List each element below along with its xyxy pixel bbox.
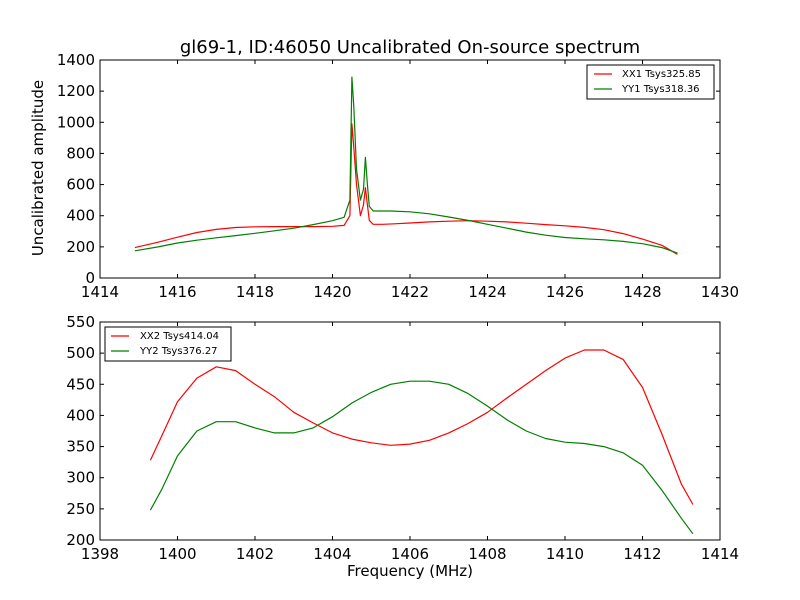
top-ytick-label: 200 (66, 238, 95, 256)
bottom-ytick-label: 400 (66, 406, 95, 424)
top-xtick-label: 1422 (391, 283, 429, 301)
top-xtick-label: 1420 (313, 283, 351, 301)
bottom-series-line-1 (149, 349, 694, 505)
bottom-legend-label-yy2: YY2 Tsys376.27 (139, 346, 218, 357)
bottom-xlabel: Frequency (MHz) (347, 562, 473, 580)
top-legend-label-yy1: YY1 Tsys318.36 (621, 84, 700, 95)
top-legend-box (586, 64, 715, 100)
bottom-legend: XX2 Tsys414.04 YY2 Tsys376.27 (104, 326, 232, 362)
top-ytick-label: 1000 (57, 113, 95, 131)
top-ylabel: Uncalibrated amplitude (29, 80, 47, 256)
bottom-ytick-label: 500 (66, 344, 95, 362)
bottom-xtick-label: 1414 (701, 545, 739, 563)
top-ticks: 1414 1416 1418 1420 1422 1424 1426 1428 1430 0 200… (57, 51, 739, 301)
bottom-xtick-label: 1402 (236, 545, 274, 563)
bottom-ytick-label: 300 (66, 469, 95, 487)
top-xtick-label: 1430 (701, 283, 739, 301)
top-xtick-label: 1414 (81, 283, 119, 301)
bottom-ytick-label: 450 (66, 375, 95, 393)
bottom-ytick-label: 350 (66, 438, 95, 456)
bottom-legend-box (104, 326, 232, 362)
top-series-lines (134, 76, 678, 255)
bottom-xtick-label: 1398 (81, 545, 119, 563)
bottom-ticks: 1398 1400 1402 1404 1406 1408 1410 1412 1414 200 2… (66, 313, 739, 563)
bottom-ytick-label: 250 (66, 500, 95, 518)
top-legend-label-xx1: XX1 Tsys325.85 (622, 69, 701, 80)
top-ytick-label: 0 (85, 269, 95, 287)
top-legend: XX1 Tsys325.85 YY1 Tsys318.36 (586, 64, 715, 100)
top-ytick-label: 400 (66, 207, 95, 225)
top-ytick-label: 1200 (57, 82, 95, 100)
bottom-xtick-label: 1408 (468, 545, 506, 563)
top-plot-frame (99, 59, 721, 279)
top-xtick-label: 1426 (546, 283, 584, 301)
top-series-line-1 (134, 123, 678, 255)
top-xtick-label: 1418 (236, 283, 274, 301)
top-xtick-label: 1428 (623, 283, 661, 301)
top-ytick-label: 600 (66, 176, 95, 194)
bottom-xtick-label: 1404 (313, 545, 351, 563)
top-series-line-2 (134, 76, 678, 254)
bottom-xtick-label: 1412 (623, 545, 661, 563)
top-xtick-label: 1416 (158, 283, 196, 301)
bottom-series-line-2 (149, 380, 694, 535)
bottom-legend-label-xx2: XX2 Tsys414.04 (140, 331, 219, 342)
top-xtick-label: 1424 (468, 283, 506, 301)
top-ytick-label: 1400 (57, 51, 95, 69)
bottom-ytick-label: 550 (66, 313, 95, 331)
top-ytick-label: 800 (66, 144, 95, 162)
bottom-xtick-label: 1410 (546, 545, 584, 563)
bottom-xtick-label: 1400 (158, 545, 196, 563)
bottom-ytick-label: 200 (66, 531, 95, 549)
bottom-series-lines (149, 349, 694, 535)
bottom-xtick-label: 1406 (391, 545, 429, 563)
bottom-plot-frame (99, 321, 721, 541)
chart-title: gl69-1, ID:46050 Uncalibrated On-source … (180, 37, 640, 58)
